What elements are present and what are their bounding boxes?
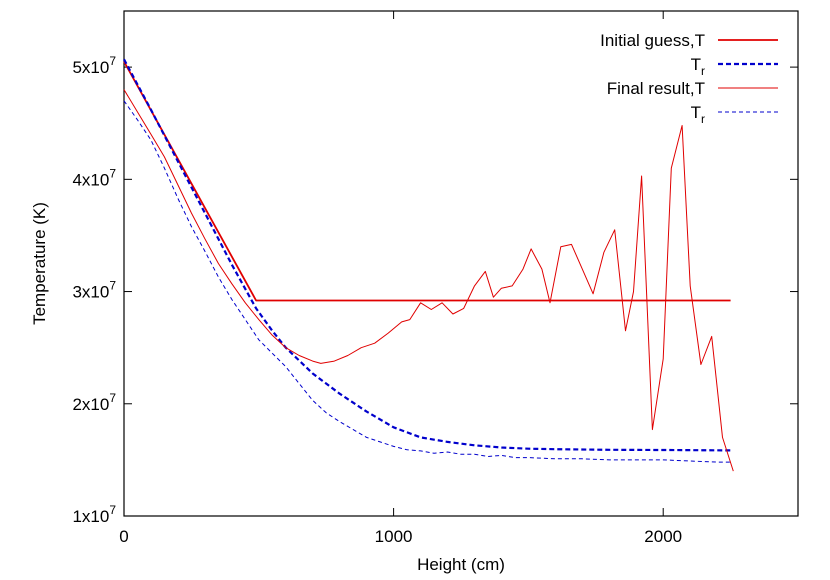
series-lines [123,58,734,472]
series-line-1 [123,58,731,452]
y-tick-label: 3x107 [72,279,116,302]
series-line-3 [123,100,731,463]
axis-ticks [123,11,798,517]
legend-label-2: Final result,T [607,79,705,98]
y-tick-label: 4x107 [72,166,116,189]
legend-label-3: Tr [691,103,705,126]
y-tick-label: 5x107 [72,54,116,77]
y-tick-label: 1x107 [72,503,116,526]
series-line-2 [123,89,734,472]
legend-label-0: Initial guess,T [600,31,705,50]
y-axis-label: Temperature (K) [30,202,49,325]
x-tick-label: 0 [119,527,128,546]
y-tick-label: 2x107 [72,391,116,414]
x-axis-label: Height (cm) [417,555,505,574]
plot-frame [123,10,799,517]
x-tick-label: 2000 [644,527,682,546]
tick-labels: 0 1000 2000 1x107 2x107 3x107 4x107 5x107 [72,54,682,546]
legend-label-1: Tr [691,55,705,78]
x-tick-label: 1000 [375,527,413,546]
